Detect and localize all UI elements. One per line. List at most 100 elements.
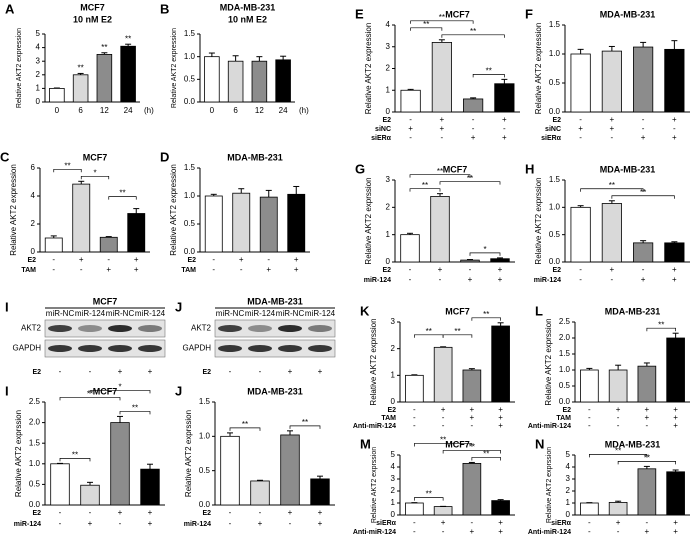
condition-sign: + xyxy=(148,519,153,528)
bar xyxy=(463,98,484,113)
condition-sign: - xyxy=(503,124,506,133)
condition-sign: + xyxy=(440,115,445,124)
y-tick-label: 0 xyxy=(31,247,36,256)
blot-band xyxy=(218,325,242,332)
y-tick-label: 1.5 xyxy=(549,20,561,29)
bracket xyxy=(439,181,501,185)
bar xyxy=(608,501,628,516)
blot-band xyxy=(308,325,332,332)
y-axis-label: Relative AKT2 expression xyxy=(364,23,373,115)
y-tick-label: 1.0 xyxy=(549,49,561,58)
y-tick-label: 0 xyxy=(386,257,391,266)
chart-subtitle: 10 nM E2 xyxy=(228,14,267,24)
significance: ** xyxy=(644,454,650,463)
y-tick-label: 2.0 xyxy=(29,418,41,427)
condition-sign: + xyxy=(288,367,293,376)
bracket xyxy=(646,327,676,332)
condition-sign: - xyxy=(617,421,620,430)
bar xyxy=(405,374,424,403)
y-tick-label: 4 xyxy=(386,20,391,29)
y-tick-label: 4 xyxy=(31,191,36,200)
y-tick-label: 3 xyxy=(386,175,391,184)
condition-sign: + xyxy=(502,115,507,124)
bar xyxy=(580,369,599,403)
lane-label: miR-124 xyxy=(135,309,166,318)
lane-label: miR-124 xyxy=(75,309,106,318)
bar xyxy=(204,195,223,253)
panel-label: K xyxy=(360,303,370,318)
blot-band xyxy=(48,325,72,332)
significance: ** xyxy=(483,450,489,459)
condition-sign: + xyxy=(673,421,678,430)
bar xyxy=(49,88,65,103)
condition-name: siNC xyxy=(545,126,561,133)
condition-sign: + xyxy=(288,508,293,517)
bar xyxy=(491,325,510,403)
chart-title: MDA-MB-231 xyxy=(600,9,656,19)
bracket xyxy=(472,74,505,78)
x-unit: (h) xyxy=(144,106,154,115)
y-tick-label: 1 xyxy=(36,84,41,93)
condition-sign: + xyxy=(498,275,503,284)
condition-sign: - xyxy=(80,265,83,274)
condition-name: TAM xyxy=(556,415,571,422)
bar xyxy=(400,89,421,113)
panel-label: G xyxy=(355,161,365,176)
y-tick-label: 0 xyxy=(391,397,396,406)
condition-sign: - xyxy=(119,519,122,528)
y-axis-label: Relative AKT2 expression xyxy=(171,28,178,108)
condition-name: E2 xyxy=(552,267,561,274)
significance: ** xyxy=(302,418,308,427)
x-tick-label: 0 xyxy=(210,106,215,115)
condition-sign: + xyxy=(645,413,650,422)
bar xyxy=(664,242,685,263)
chart-title: MDA-MB-231 xyxy=(220,2,276,12)
blot-strip xyxy=(44,339,166,358)
significance: ** xyxy=(640,188,646,197)
chart-title: MDA-MB-231 xyxy=(605,306,661,316)
y-tick-label: 1 xyxy=(566,498,571,507)
bracket xyxy=(59,397,121,401)
condition-sign: - xyxy=(472,124,475,133)
bar xyxy=(580,502,599,516)
y-axis-label: Relative AKT2 exprssion xyxy=(369,318,378,405)
condition-sign: + xyxy=(266,265,271,274)
bar xyxy=(462,462,482,516)
condition-name: E2 xyxy=(387,407,396,414)
y-tick-label: 2 xyxy=(391,486,396,495)
condition-name: miR-124 xyxy=(14,521,41,528)
bar xyxy=(275,59,291,103)
y-tick-label: 1 xyxy=(386,230,391,239)
significance: ** xyxy=(78,64,84,73)
condition-name: TAM xyxy=(181,267,196,274)
y-tick-label: 3 xyxy=(566,474,571,483)
bar xyxy=(127,213,146,253)
chart-title: MDA-MB-231 xyxy=(227,152,283,162)
condition-sign: + xyxy=(318,519,323,528)
condition-sign: + xyxy=(438,265,443,274)
condition-sign: - xyxy=(59,367,62,376)
bar xyxy=(72,74,89,103)
x-tick-label: 6 xyxy=(78,106,83,115)
bar xyxy=(570,53,591,113)
condition-sign: - xyxy=(646,518,649,527)
condition-sign: - xyxy=(579,133,582,142)
condition-sign: + xyxy=(148,508,153,517)
y-tick-label: 1.5 xyxy=(199,397,211,406)
y-tick-label: 2.5 xyxy=(29,397,41,406)
y-tick-label: 0.5 xyxy=(184,74,196,83)
condition-sign: + xyxy=(88,519,93,528)
blot-strip xyxy=(214,339,336,358)
condition-sign: - xyxy=(588,421,591,430)
condition-name: Anti-miR-124 xyxy=(353,423,396,430)
panel-label: E xyxy=(355,6,364,21)
lane-label: miR-124 xyxy=(245,309,276,318)
significance: ** xyxy=(486,66,492,75)
y-tick-label: 1 xyxy=(391,498,396,507)
condition-sign: + xyxy=(318,367,323,376)
condition-sign: + xyxy=(470,413,475,422)
condition-sign: - xyxy=(588,527,591,536)
blot-band xyxy=(108,345,132,352)
panel-label: H xyxy=(525,161,534,176)
panel-label: A xyxy=(5,1,15,16)
